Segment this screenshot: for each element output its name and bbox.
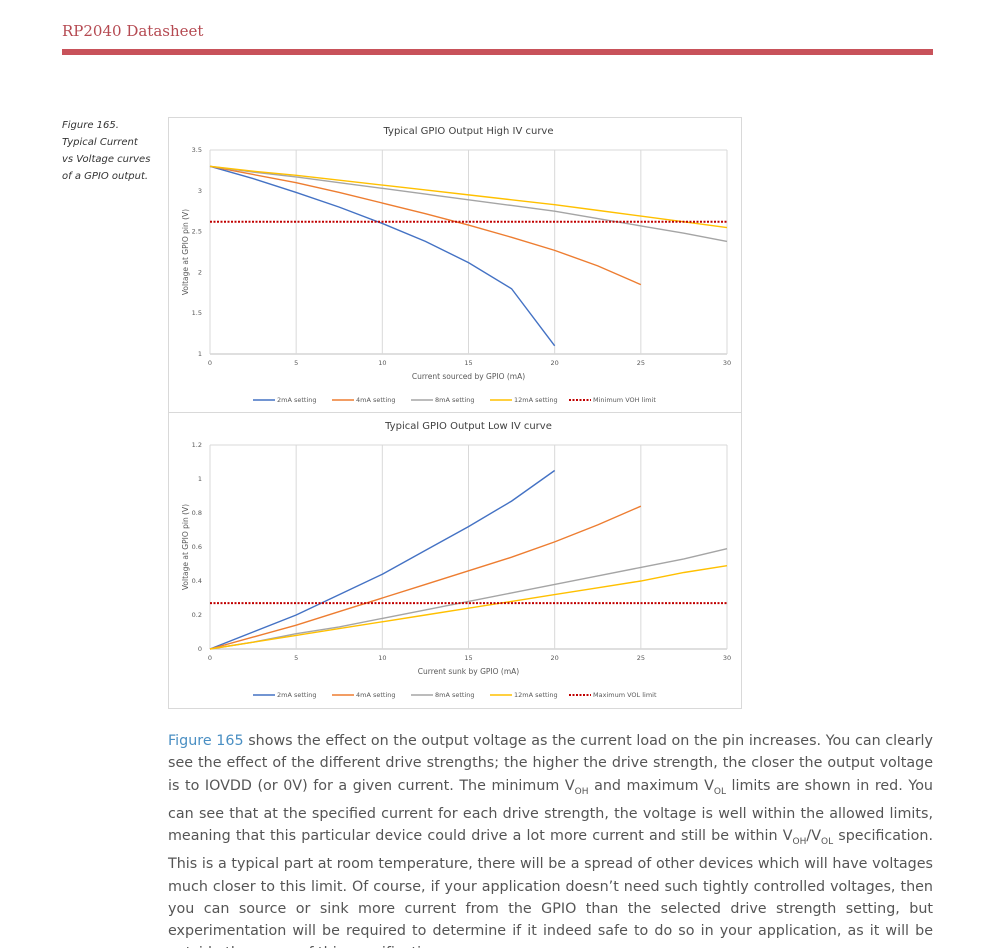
y-tick-label: 2.5 (192, 228, 202, 236)
subscript: OH (792, 836, 807, 847)
x-tick-label: 10 (378, 654, 386, 662)
series-line (209, 565, 728, 650)
x-tick-label: 0 (208, 654, 212, 662)
y-tick-label: 1 (198, 475, 202, 483)
figure-caption: Figure 165. Typical Current vs Voltage c… (62, 120, 151, 182)
y-tick-label: 1.5 (192, 309, 202, 317)
series-line (209, 505, 642, 650)
y-tick-label: 1.2 (192, 441, 202, 449)
x-tick-label: 20 (551, 654, 559, 662)
legend-label: Maximum VOL limit (593, 691, 657, 699)
text: limits are shown in red. You can see tha… (168, 777, 933, 845)
x-tick-label: 15 (464, 654, 472, 662)
x-tick-label: 25 (637, 359, 645, 367)
legend-label: 4mA setting (356, 396, 396, 404)
subscript: OH (574, 786, 589, 797)
x-tick-label: 25 (637, 654, 645, 662)
x-axis-label: Current sunk by GPIO (mA) (418, 667, 519, 676)
body-paragraph: Figure 165 shows the effect on the outpu… (168, 730, 933, 948)
series-line (209, 165, 556, 347)
subscript: OL (713, 786, 726, 797)
legend-label: 12mA setting (514, 691, 558, 699)
y-tick-label: 1 (198, 350, 202, 358)
series-line (209, 165, 642, 286)
series-line (209, 165, 728, 229)
y-tick-label: 0.2 (192, 611, 202, 619)
series-line (209, 548, 728, 650)
figure-link[interactable]: Figure 165 (168, 733, 244, 749)
x-tick-label: 20 (551, 359, 559, 367)
legend-label: 2mA setting (277, 691, 317, 699)
x-axis-label: Current sourced by GPIO (mA) (412, 372, 525, 381)
y-tick-label: 0.8 (192, 509, 202, 517)
y-tick-label: 2 (198, 268, 202, 276)
series-line (209, 469, 556, 650)
text: specification. This is a typical part at… (168, 828, 933, 948)
legend-label: 2mA setting (277, 396, 317, 404)
x-tick-label: 0 (208, 359, 212, 367)
x-tick-label: 5 (294, 359, 298, 367)
chart-title: Typical GPIO Output Low IV curve (384, 421, 552, 432)
legend-label: 8mA setting (435, 691, 475, 699)
text: and maximum V (588, 777, 714, 794)
y-axis-label: Voltage at GPIO pin (V) (181, 504, 190, 590)
chart-frame (168, 412, 742, 709)
y-axis-label: Voltage at GPIO pin (V) (181, 209, 190, 295)
text: shows the effect on the output voltage a… (168, 733, 933, 794)
subscript: OL (821, 836, 834, 847)
y-tick-label: 0.6 (192, 543, 202, 551)
x-tick-label: 30 (723, 654, 731, 662)
legend-label: 12mA setting (514, 396, 558, 404)
text: /V (806, 828, 821, 845)
chart-frame (168, 117, 742, 413)
chart-title: Typical GPIO Output High IV curve (382, 126, 553, 137)
y-tick-label: 0.4 (192, 577, 202, 585)
x-tick-label: 15 (464, 359, 472, 367)
y-tick-label: 3 (198, 187, 202, 195)
x-tick-label: 5 (294, 654, 298, 662)
legend-label: 8mA setting (435, 396, 475, 404)
y-tick-label: 3.5 (192, 146, 202, 154)
series-line (209, 165, 728, 243)
legend-label: 4mA setting (356, 691, 396, 699)
header-title: RP2040 Datasheet (62, 22, 204, 40)
x-tick-label: 10 (378, 359, 386, 367)
y-tick-label: 0 (198, 645, 202, 653)
header-rule (62, 49, 933, 55)
x-tick-label: 30 (723, 359, 731, 367)
legend-label: Minimum VOH limit (593, 396, 656, 404)
